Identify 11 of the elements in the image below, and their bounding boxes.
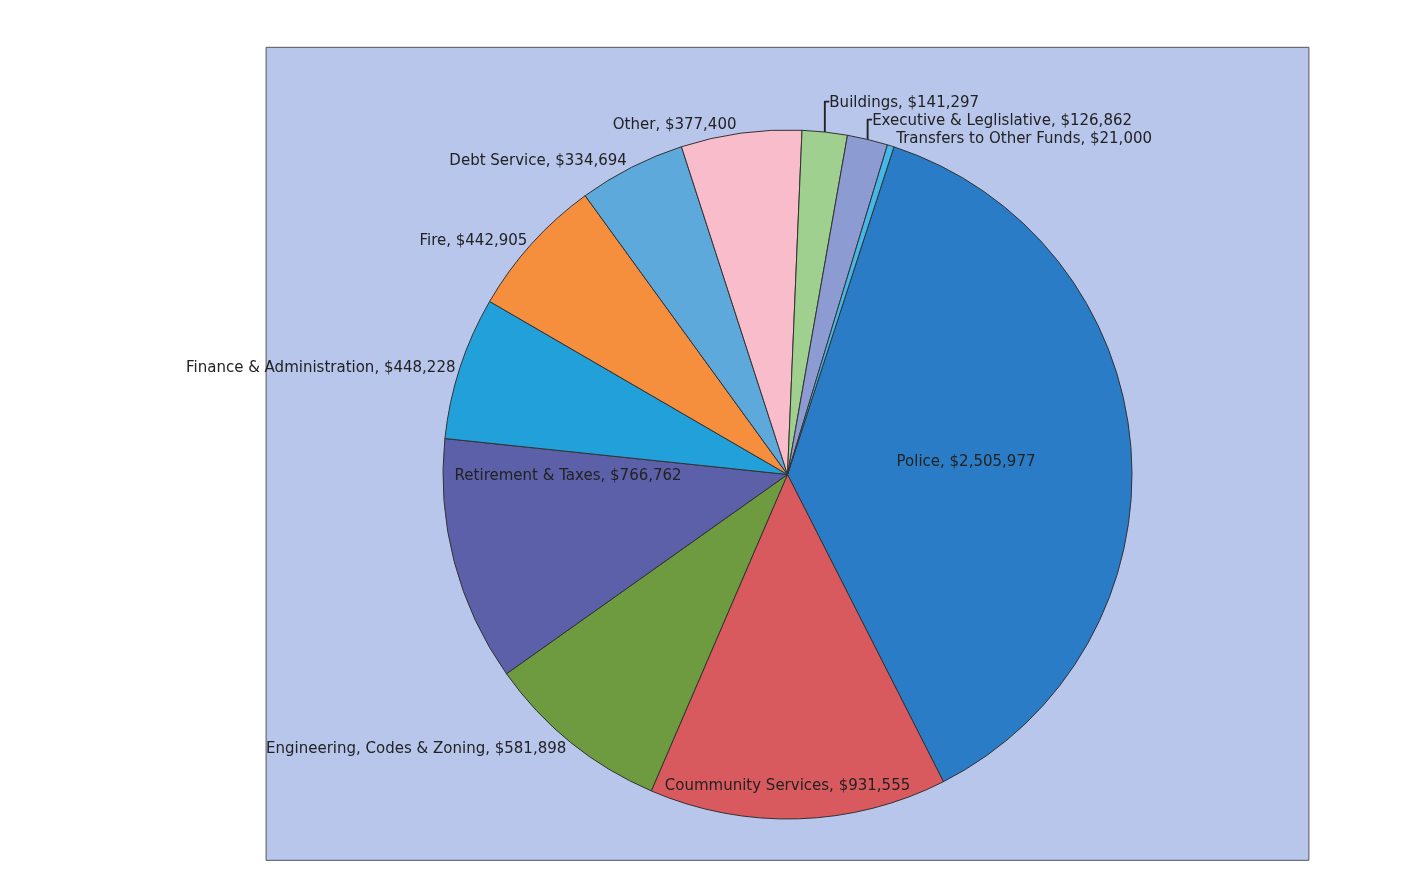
slice-label: Engineering, Codes & Zoning, $581,898 [266,738,567,757]
slice-label: Finance & Administration, $448,228 [186,357,456,376]
slice-label: Transfers to Other Funds, $21,000 [895,128,1153,147]
slice-label: Retirement & Taxes, $766,762 [454,465,682,484]
slice-label: Executive & Leglislative, $126,862 [872,110,1133,129]
slice-label: Debt Service, $334,694 [449,151,627,170]
slice-label: Coummunity Services, $931,555 [664,776,911,795]
slice-label: Other, $377,400 [612,115,737,134]
slice-label: Buildings, $141,297 [829,92,980,111]
slice-label: Fire, $442,905 [419,230,528,249]
slice-label: Police, $2,505,977 [896,451,1036,470]
